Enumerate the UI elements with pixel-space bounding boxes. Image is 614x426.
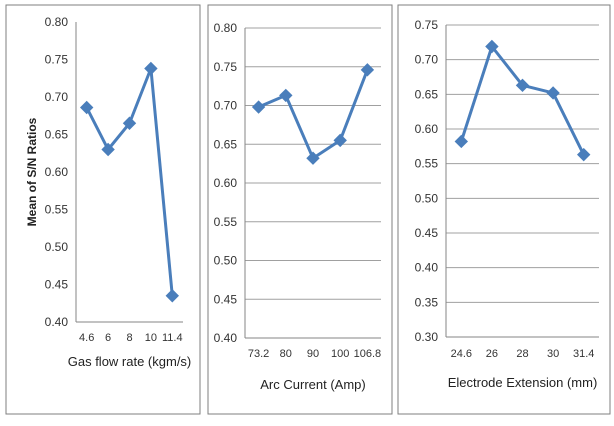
- chart-3-data-point: [454, 134, 469, 149]
- chart-3-ytick-label: 0.55: [415, 157, 439, 171]
- chart-2-data-point: [251, 100, 266, 114]
- chart-3-xtick-label: 24.6: [451, 348, 472, 360]
- chart-1-x-axis-title: Gas flow rate (kgm/s): [68, 354, 192, 369]
- chart-2-data-point: [279, 88, 293, 103]
- chart-1-xtick-label: 8: [126, 332, 132, 344]
- chart-2-ytick-label: 0.40: [214, 331, 238, 345]
- chart-2-data-point: [306, 151, 320, 165]
- chart-3-ytick-label: 0.45: [415, 226, 439, 240]
- chart-1-xtick-label: 10: [145, 332, 157, 344]
- chart-1-ytick-label: 0.70: [45, 90, 69, 104]
- chart-2-ytick-label: 0.70: [214, 99, 238, 113]
- chart-1-xtick-label: 6: [105, 332, 111, 344]
- chart-3-ytick-label: 0.30: [415, 330, 439, 344]
- chart-1-ytick-label: 0.60: [45, 165, 69, 179]
- chart-1-ytick-label: 0.45: [45, 278, 69, 292]
- chart-2-ytick-label: 0.60: [214, 176, 238, 190]
- chart-3-x-axis-title: Electrode Extension (mm): [448, 375, 598, 390]
- chart-3-xtick-label: 30: [547, 348, 559, 360]
- chart-2-xtick-label: 73.2: [248, 348, 269, 360]
- chart-2-data-point: [360, 63, 375, 77]
- chart-2-xtick-label: 80: [280, 348, 292, 360]
- chart-1-ytick-label: 0.80: [45, 15, 69, 29]
- chart-3-data-point: [485, 39, 499, 54]
- chart-3-xtick-label: 28: [516, 348, 528, 360]
- chart-2-ytick-label: 0.75: [214, 60, 238, 74]
- chart-2-ytick-label: 0.80: [214, 21, 238, 35]
- chart-1-ytick-label: 0.40: [45, 315, 69, 329]
- chart-2-ytick-label: 0.55: [214, 215, 238, 229]
- chart-1-data-point: [101, 142, 115, 157]
- chart-3-data-point: [546, 86, 560, 100]
- chart-3-data-point: [515, 78, 530, 93]
- chart-2-ytick-label: 0.45: [214, 292, 238, 306]
- chart-3-ytick-label: 0.70: [415, 53, 439, 67]
- chart-3-ytick-label: 0.40: [415, 261, 439, 275]
- chart-1-ytick-label: 0.75: [45, 53, 69, 67]
- chart-1-ytick-label: 0.55: [45, 203, 69, 217]
- chart-1-y-axis-title: Mean of S/N Ratios: [25, 117, 39, 226]
- chart-2-xtick-label: 90: [307, 348, 319, 360]
- chart-1-frame: [5, 4, 201, 415]
- chart-3-frame: [397, 4, 611, 415]
- chart-2-data-point: [333, 133, 347, 148]
- chart-1-data-point: [165, 289, 180, 303]
- chart-1-ytick-label: 0.50: [45, 240, 69, 254]
- chart-3-ytick-label: 0.75: [415, 18, 439, 32]
- chart-2-ytick-label: 0.65: [214, 137, 238, 151]
- chart-2-x-axis-title: Arc Current (Amp): [260, 377, 365, 392]
- chart-2-ytick-label: 0.50: [214, 254, 238, 268]
- chart-1-data-point: [144, 61, 158, 76]
- chart-3-xtick-label: 26: [486, 348, 498, 360]
- chart-2-xtick-label: 106.8: [354, 348, 382, 360]
- chart-1-data-point: [122, 116, 137, 130]
- chart-2-frame: [207, 4, 393, 415]
- chart-3-data-point: [576, 147, 591, 162]
- chart-3-ytick-label: 0.60: [415, 122, 439, 136]
- chart-1-xtick-label: 11.4: [162, 332, 183, 344]
- chart-2-xtick-label: 100: [331, 348, 349, 360]
- chart-3-ytick-label: 0.50: [415, 191, 439, 205]
- chart-3-ytick-label: 0.35: [415, 295, 439, 309]
- chart-1-xtick-label: 4.6: [79, 332, 94, 344]
- chart-1-data-point: [79, 100, 94, 115]
- chart-3-ytick-label: 0.65: [415, 87, 439, 101]
- chart-3-xtick-label: 31.4: [573, 348, 594, 360]
- chart-1-ytick-label: 0.65: [45, 128, 69, 142]
